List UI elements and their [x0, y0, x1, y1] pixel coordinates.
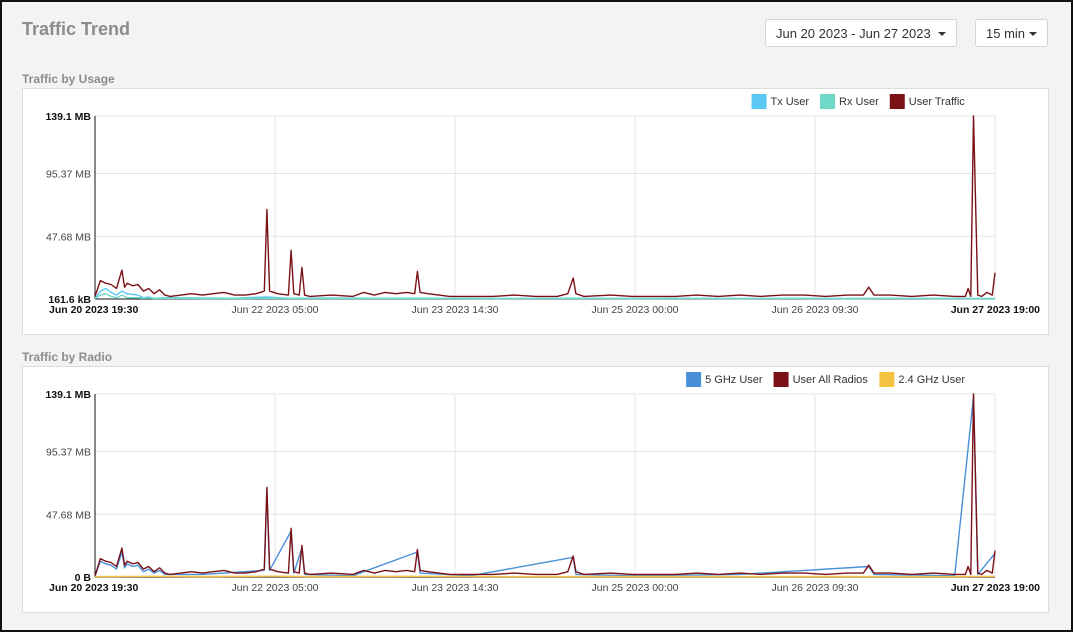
- chevron-down-icon: [1029, 32, 1037, 36]
- x-tick-label: Jun 26 2023 09:30: [772, 304, 859, 316]
- series-line-rx-user: [94, 293, 995, 300]
- series-line-user-all-radios: [94, 393, 996, 577]
- legend-swatch-user-all-radios: [773, 372, 789, 387]
- legend-label-user-all-radios: User All Radios: [793, 374, 869, 386]
- legend-label-tx-user: Tx User: [771, 96, 810, 108]
- interval-value: 15 min: [986, 26, 1026, 41]
- legend-label-user-traffic: User Traffic: [909, 96, 966, 108]
- legend-swatch-tx-user: [751, 94, 767, 109]
- legend-swatch-5-ghz-user: [686, 372, 702, 387]
- section-title-radio: Traffic by Radio: [22, 350, 113, 364]
- page-title: Traffic Trend: [22, 19, 131, 39]
- date-range-value: Jun 20 2023 - Jun 27 2023: [776, 26, 931, 41]
- traffic-by-radio-chart: 0 B 47.68 MB 95.37 MB 139.1 MB Jun 20 2023 1…: [45, 372, 1040, 594]
- y-tick-label: 47.68 MB: [46, 231, 91, 243]
- series-line-user-traffic: [94, 115, 996, 298]
- x-tick-label: Jun 25 2023 00:00: [592, 304, 679, 316]
- series-line-5-ghz-user: [94, 396, 996, 577]
- y-tick-label: 139.1 MB: [45, 111, 91, 123]
- interval-dropdown[interactable]: 15 min: [975, 19, 1048, 47]
- y-tick-label: 139.1 MB: [45, 389, 91, 401]
- y-tick-label: 95.37 MB: [46, 447, 91, 459]
- legend-swatch-user-traffic: [889, 94, 905, 109]
- x-tick-label: Jun 27 2023 19:00: [951, 304, 1040, 316]
- x-tick-label: Jun 22 2023 05:00: [232, 304, 319, 316]
- x-tick-label: Jun 27 2023 19:00: [951, 582, 1040, 594]
- legend-swatch-2-4-ghz-user: [879, 372, 895, 387]
- x-tick-label: Jun 23 2023 14:30: [412, 582, 499, 594]
- x-tick-label: Jun 26 2023 09:30: [772, 582, 859, 594]
- chevron-down-icon: [938, 32, 946, 36]
- legend-label-5-ghz-user: 5 GHz User: [705, 374, 763, 386]
- x-tick-label: Jun 20 2023 19:30: [49, 304, 138, 316]
- y-tick-label: 95.37 MB: [46, 169, 91, 181]
- legend-label-rx-user: Rx User: [839, 96, 879, 108]
- chart-panel-usage: 161.6 kB 47.68 MB 95.37 MB 139.1 MB Jun 20 2…: [22, 88, 1049, 335]
- chart-panel-radio: 0 B 47.68 MB 95.37 MB 139.1 MB Jun 20 2023 1…: [22, 366, 1049, 613]
- x-tick-label: Jun 23 2023 14:30: [412, 304, 499, 316]
- date-range-dropdown[interactable]: Jun 20 2023 - Jun 27 2023: [765, 19, 957, 47]
- traffic-by-usage-chart: 161.6 kB 47.68 MB 95.37 MB 139.1 MB Jun 20 2…: [45, 94, 1040, 316]
- legend-label-2-4-ghz-user: 2.4 GHz User: [898, 374, 965, 386]
- section-title-usage: Traffic by Usage: [22, 72, 115, 86]
- x-tick-label: Jun 22 2023 05:00: [232, 582, 319, 594]
- legend-swatch-rx-user: [820, 94, 836, 109]
- y-tick-label: 161.6 kB: [48, 294, 91, 306]
- y-tick-label: 47.68 MB: [46, 509, 91, 521]
- y-tick-label: 0 B: [75, 572, 92, 584]
- x-tick-label: Jun 25 2023 00:00: [592, 582, 679, 594]
- x-tick-label: Jun 20 2023 19:30: [49, 582, 138, 594]
